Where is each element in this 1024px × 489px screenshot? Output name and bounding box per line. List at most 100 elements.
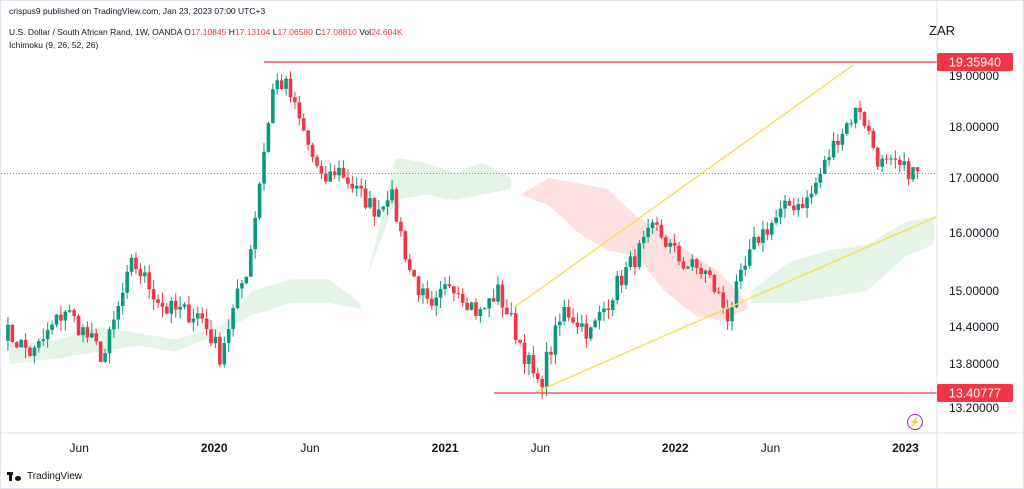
candle-body: [792, 205, 796, 211]
candle-body: [672, 242, 677, 246]
high-level-label-box: [937, 53, 1013, 71]
candle-body: [178, 306, 182, 310]
candle-body: [522, 342, 527, 364]
candle-body: [160, 302, 165, 307]
candle-body: [50, 324, 54, 330]
candle-body: [482, 308, 487, 310]
candle-body: [725, 307, 730, 322]
candle-body: [849, 123, 854, 125]
candle-body: [324, 173, 328, 182]
candle-body: [562, 306, 567, 322]
candle-body: [319, 165, 324, 174]
candle-body: [597, 312, 602, 321]
candle-body: [399, 221, 403, 232]
candle-body: [465, 302, 469, 310]
candle-body: [527, 355, 531, 364]
channel-lower-line: [535, 215, 937, 393]
candle-body: [602, 308, 606, 313]
candle-body: [619, 275, 624, 286]
candle-body: [756, 236, 761, 243]
y-tick-label: 16.00000: [949, 226, 999, 240]
x-tick-label: Jun: [761, 441, 780, 455]
candle-body: [659, 224, 664, 238]
x-tick-label: 2022: [662, 441, 689, 455]
candle-body: [840, 133, 845, 145]
high-level-label: 19.35940: [949, 56, 1001, 70]
candle-body: [204, 318, 209, 330]
low-level-label: 13.40777: [949, 387, 1001, 401]
candle-body: [686, 267, 690, 269]
candle-body: [187, 304, 191, 323]
candle-body: [23, 339, 28, 348]
ohlc-close: 17.08810: [321, 27, 357, 37]
candle-body: [743, 265, 748, 270]
candle-body: [165, 306, 169, 314]
candle-body: [350, 183, 355, 189]
candle-body: [584, 323, 589, 339]
candle-body: [54, 314, 59, 325]
candle-body: [257, 183, 262, 218]
ichimoku-cloud-1: [368, 157, 511, 274]
candle-body: [663, 237, 668, 247]
candle-body: [28, 347, 32, 356]
candle-body: [460, 293, 465, 303]
candle-body: [412, 269, 416, 277]
candle-body: [641, 236, 646, 244]
candle-body: [712, 274, 717, 292]
candle-body: [853, 107, 858, 124]
lightning-icon[interactable]: ⚡: [907, 414, 923, 430]
candle-body: [266, 123, 271, 152]
candle-body: [354, 185, 359, 189]
candle-body: [553, 325, 558, 355]
x-tick-label: 2023: [892, 441, 919, 455]
candle-body: [112, 319, 116, 330]
candle-body: [293, 97, 297, 103]
candle-body: [169, 300, 174, 314]
candle-body: [425, 288, 430, 299]
tradingview-footer[interactable]: TradingView: [7, 471, 82, 482]
candle-body: [262, 151, 266, 184]
candle-body: [134, 257, 138, 270]
candle-body: [235, 288, 240, 309]
publisher-line: crispus9 published on TradingView.com, J…: [9, 6, 266, 16]
candle-body: [796, 203, 801, 211]
candle-body: [394, 189, 399, 222]
candle-body: [906, 161, 911, 180]
candle-body: [32, 347, 37, 356]
candle-body: [6, 324, 10, 341]
candle-body: [443, 284, 447, 290]
candle-body: [63, 311, 68, 321]
candle-body: [739, 269, 743, 282]
x-tick-label: 2021: [432, 441, 459, 455]
candle-body: [45, 329, 50, 340]
candle-body: [761, 229, 765, 243]
candle-body: [787, 200, 792, 206]
channel-upper-line: [513, 64, 854, 309]
candle-body: [156, 299, 160, 303]
candle-body: [880, 158, 884, 167]
candle-body: [747, 249, 752, 266]
candle-body: [540, 378, 544, 388]
candle-body: [173, 300, 178, 310]
candle-body: [209, 329, 213, 344]
candle-body: [67, 310, 72, 312]
candle-body: [107, 329, 112, 354]
candle-body: [809, 193, 814, 198]
candle-body: [867, 125, 871, 131]
candle-body: [708, 270, 712, 275]
ichimoku-cloud-0: [9, 279, 361, 364]
candle-body: [337, 167, 341, 176]
candle-body: [496, 284, 500, 302]
indicator-label[interactable]: Ichimoku (9, 26, 52, 26): [9, 40, 99, 50]
candle-body: [571, 317, 575, 323]
candle-body: [699, 267, 703, 275]
candle-body: [385, 200, 390, 207]
y-tick-label: 13.80000: [949, 357, 999, 371]
candle-body: [372, 198, 377, 217]
candle-body: [491, 298, 496, 302]
candle-body: [244, 276, 249, 284]
x-tick-label: Jun: [300, 441, 319, 455]
candle-body: [862, 112, 867, 126]
candle-body: [831, 140, 836, 158]
